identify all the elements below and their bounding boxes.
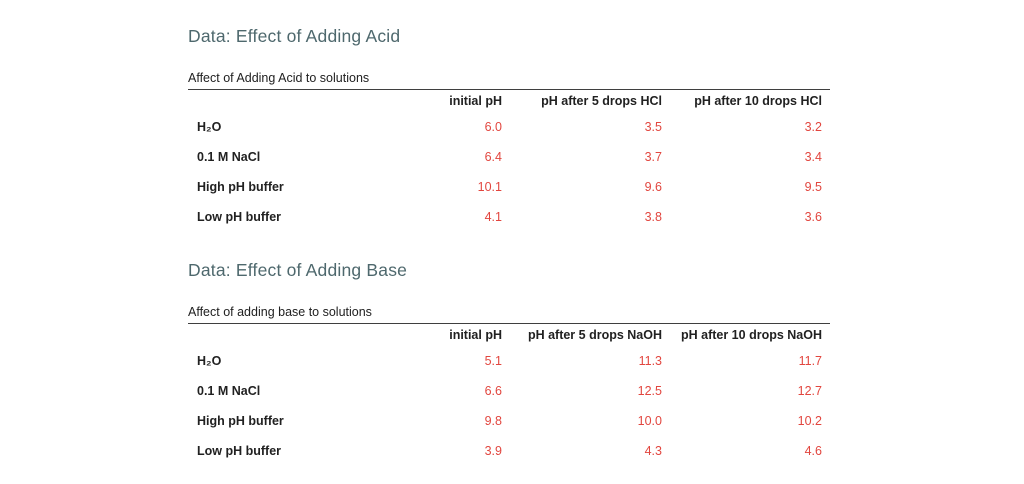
table-row: H₂O 6.0 3.5 3.2 xyxy=(188,112,830,142)
ph-value: 6.6 xyxy=(484,384,502,398)
acid-data-table: initial pH pH after 5 drops HCl pH after… xyxy=(188,89,830,232)
base-data-section: Data: Effect of Adding Base Affect of ad… xyxy=(188,260,830,466)
ph-value: 6.0 xyxy=(484,120,502,134)
column-header-initial-ph: initial pH xyxy=(449,328,502,342)
column-header-5-drops-naoh: pH after 5 drops NaOH xyxy=(527,328,662,342)
column-header-10-drops-naoh: pH after 10 drops NaOH xyxy=(680,328,822,342)
ph-value: 11.3 xyxy=(638,354,662,368)
row-label: H₂O xyxy=(197,120,222,134)
ph-value: 12.5 xyxy=(637,384,662,398)
ph-value: 10.1 xyxy=(477,180,502,194)
ph-value: 4.3 xyxy=(644,444,662,458)
acid-data-section: Data: Effect of Adding Acid Affect of Ad… xyxy=(188,26,830,232)
ph-value: 3.6 xyxy=(804,210,822,224)
row-label: 0.1 M NaCl xyxy=(197,384,261,398)
row-label: H₂O xyxy=(197,354,222,368)
row-label: Low pH buffer xyxy=(197,210,282,224)
ph-value: 12.7 xyxy=(797,384,822,398)
table-row: Low pH buffer 3.9 4.3 4.6 xyxy=(188,436,830,466)
table-row: 0.1 M NaCl 6.6 12.5 12.7 xyxy=(188,376,830,406)
row-label: Low pH buffer xyxy=(197,444,282,458)
table-row: High pH buffer 9.8 10.0 10.2 xyxy=(188,406,830,436)
base-data-table: initial pH pH after 5 drops NaOH pH afte… xyxy=(188,323,830,466)
ph-value: 10.0 xyxy=(637,414,662,428)
row-label: 0.1 M NaCl xyxy=(197,150,261,164)
acid-table-caption: Affect of Adding Acid to solutions xyxy=(188,71,370,85)
ph-value: 3.2 xyxy=(804,120,822,134)
ph-value: 3.7 xyxy=(644,150,662,164)
row-label: High pH buffer xyxy=(197,414,284,428)
base-section-title: Data: Effect of Adding Base xyxy=(188,260,408,280)
ph-value: 6.4 xyxy=(484,150,502,164)
ph-value: 9.6 xyxy=(644,180,662,194)
ph-value: 9.5 xyxy=(804,180,822,194)
table-row: H₂O 5.1 11.3 11.7 xyxy=(188,346,830,376)
base-table-header-row: initial pH pH after 5 drops NaOH pH afte… xyxy=(188,324,830,346)
ph-value: 3.5 xyxy=(644,120,662,134)
ph-value: 3.8 xyxy=(644,210,662,224)
column-header-10-drops-hcl: pH after 10 drops HCl xyxy=(694,94,822,108)
ph-value: 3.9 xyxy=(484,444,502,458)
table-row: 0.1 M NaCl 6.4 3.7 3.4 xyxy=(188,142,830,172)
ph-value: 5.1 xyxy=(484,354,502,368)
acid-section-title: Data: Effect of Adding Acid xyxy=(188,26,401,46)
ph-value: 4.6 xyxy=(804,444,822,458)
row-label: High pH buffer xyxy=(197,180,284,194)
report-content: Data: Effect of Adding Acid Affect of Ad… xyxy=(188,26,830,466)
table-row: High pH buffer 10.1 9.6 9.5 xyxy=(188,172,830,202)
base-table-caption: Affect of adding base to solutions xyxy=(188,305,372,319)
ph-value: 3.4 xyxy=(804,150,822,164)
ph-value: 4.1 xyxy=(484,210,502,224)
ph-value: 9.8 xyxy=(484,414,502,428)
acid-table-header-row: initial pH pH after 5 drops HCl pH after… xyxy=(188,90,830,112)
column-header-5-drops-hcl: pH after 5 drops HCl xyxy=(541,94,662,108)
column-header-initial-ph: initial pH xyxy=(449,94,502,108)
ph-value: 11.7 xyxy=(798,354,822,368)
table-row: Low pH buffer 4.1 3.8 3.6 xyxy=(188,202,830,232)
ph-value: 10.2 xyxy=(797,414,822,428)
